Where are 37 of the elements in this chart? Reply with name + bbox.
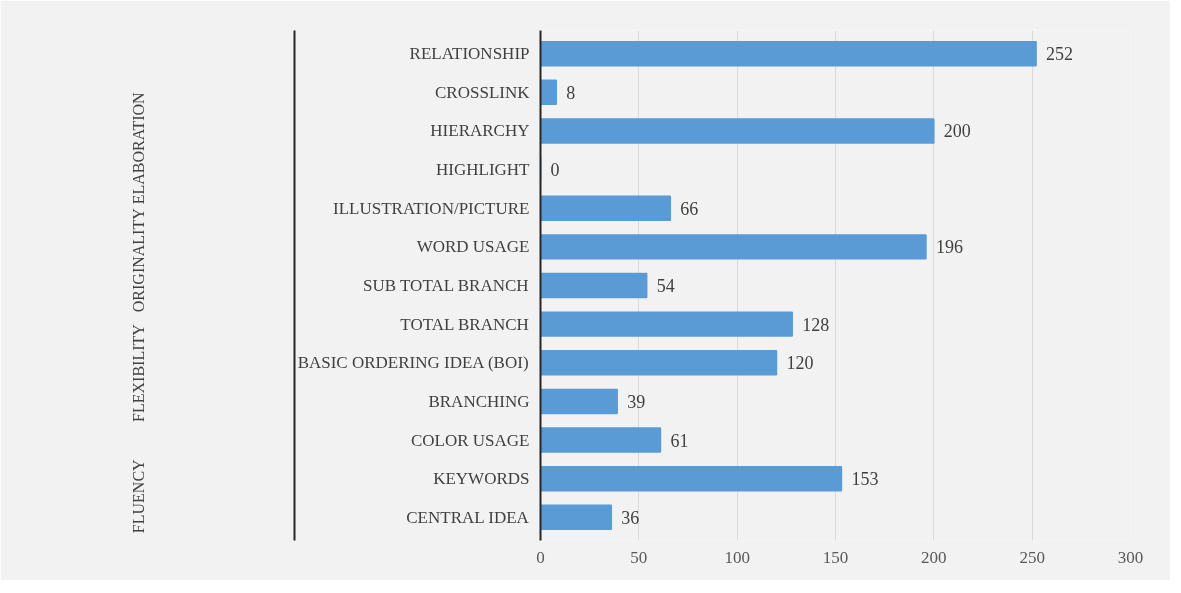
data-label: 0 [550,160,560,181]
x-tick-label: 100 [724,547,750,567]
y-tick-label: COLOR USAGE [410,430,530,450]
x-tick-label: 250 [1019,547,1045,567]
y-tick-label: SUB TOTAL BRANCH [363,276,529,295]
x-tick-label: 50 [630,547,648,567]
y-tick-label: RELATIONSHIP [409,44,530,64]
y-tick-label: TOTAL BRANCH [400,314,529,334]
y-tick-label: WORD USAGE [416,237,530,257]
data-label: 8 [566,82,576,103]
y-tick-label: KEYWORDS [433,469,530,489]
data-label: 36 [621,507,640,528]
text: FLUENCY [130,458,147,534]
y-tick-label: CROSSLINK [435,82,531,102]
y-tick-label: ILLUSTRATION/PICTURE [333,198,530,218]
data-label: 39 [627,391,646,412]
x-tick-label: 300 [1117,547,1144,567]
y-tick-label: BRANCHING [428,391,530,411]
data-label: 128 [802,314,830,335]
data-label: 200 [943,121,971,142]
x-tick-label: 200 [921,547,947,567]
y-tick-label: HIGHLIGHT [436,160,531,180]
x-tick-label: 0 [536,547,545,567]
text: FLEXIBILITY [130,323,147,422]
data-label: 66 [680,198,699,219]
y-tick-label: CENTRAL IDEA [406,507,530,527]
data-label: 61 [670,430,689,451]
y-tick-label: BASIC ORDERING IDEA (BOI) [297,353,529,373]
x-tick-label: 150 [822,547,849,567]
data-label: 252 [1046,44,1074,65]
data-label: 120 [786,353,814,374]
text: ELABORATION [130,91,147,205]
data-label: 196 [935,237,963,258]
y-tick-label: HIERARCHY [430,121,530,141]
text: ORIGINALITY [130,207,147,313]
data-label: 54 [656,276,675,296]
data-label: 153 [851,469,879,490]
